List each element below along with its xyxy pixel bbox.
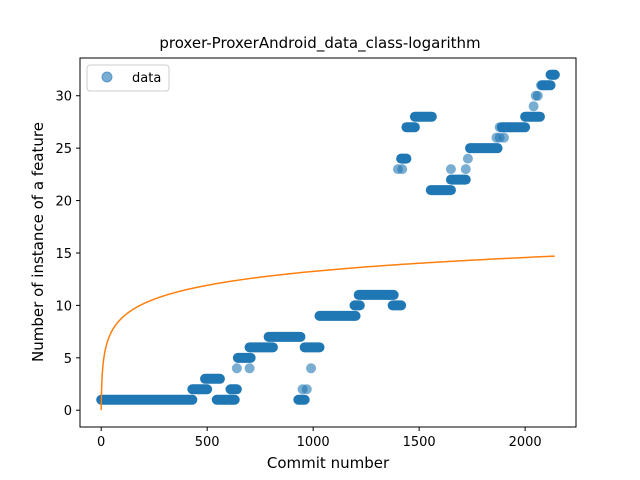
data-point [397, 164, 408, 175]
data-point-run [187, 384, 213, 395]
x-tick-label: 1500 [403, 435, 436, 450]
data-point [462, 153, 473, 164]
data-point [384, 289, 395, 300]
axes-frame [79, 57, 577, 428]
y-tick-label: 15 [55, 247, 72, 262]
y-tick-label: 10 [55, 299, 72, 314]
x-axis: 0 500 1000 1500 2000 [97, 427, 542, 450]
y-tick-label: 0 [64, 404, 72, 419]
y-tick-label: 25 [55, 142, 72, 157]
data-point [549, 69, 560, 80]
data-point-run [465, 143, 503, 154]
data-point-run [244, 342, 278, 353]
data-point [460, 164, 471, 175]
y-axis: 0 5 10 15 20 25 30 [55, 90, 80, 419]
x-tick-label: 1000 [297, 435, 330, 450]
legend-box [86, 64, 170, 92]
legend: data [86, 64, 170, 92]
data-point [231, 363, 242, 374]
y-tick-label: 20 [55, 195, 72, 210]
data-point [536, 80, 547, 91]
data-point-run [401, 122, 420, 133]
legend-marker [101, 71, 113, 83]
plot-area [96, 69, 560, 411]
data-point [445, 164, 456, 175]
y-axis-title: Number of instance of a feature [29, 122, 47, 362]
data-point-run [387, 300, 407, 311]
data-point [505, 122, 516, 133]
data-point [498, 132, 509, 143]
x-tick-label: 2000 [509, 435, 542, 450]
data-point-run [425, 185, 456, 196]
x-tick-label: 500 [195, 435, 220, 450]
data-point-run [232, 352, 256, 363]
data-point-run [96, 394, 198, 405]
x-axis-title: Commit number [267, 454, 390, 472]
data-point [219, 394, 230, 405]
data-point-run [445, 174, 471, 185]
data-point-run [520, 111, 545, 122]
chart-title: proxer-ProxerAndroid_data_class-logarith… [159, 34, 480, 53]
data-point-run [225, 384, 242, 395]
data-point-run [314, 310, 361, 321]
data-point [494, 122, 505, 133]
data-point-run [349, 300, 365, 311]
data-point [297, 384, 308, 395]
data-point-run [396, 153, 412, 164]
data-point [244, 363, 255, 374]
data-point [532, 90, 543, 101]
data-point-run [293, 394, 310, 405]
x-tick-label: 0 [97, 435, 105, 450]
data-point-run [299, 342, 325, 353]
fit-line [100, 255, 555, 411]
y-tick-label: 5 [64, 352, 72, 367]
data-point-run [409, 111, 437, 122]
y-tick-label: 30 [55, 90, 72, 105]
legend-label: data [132, 71, 161, 86]
data-point-run [200, 373, 225, 384]
data-point [306, 363, 317, 374]
data-point [528, 101, 539, 112]
data-point-run [263, 331, 306, 342]
